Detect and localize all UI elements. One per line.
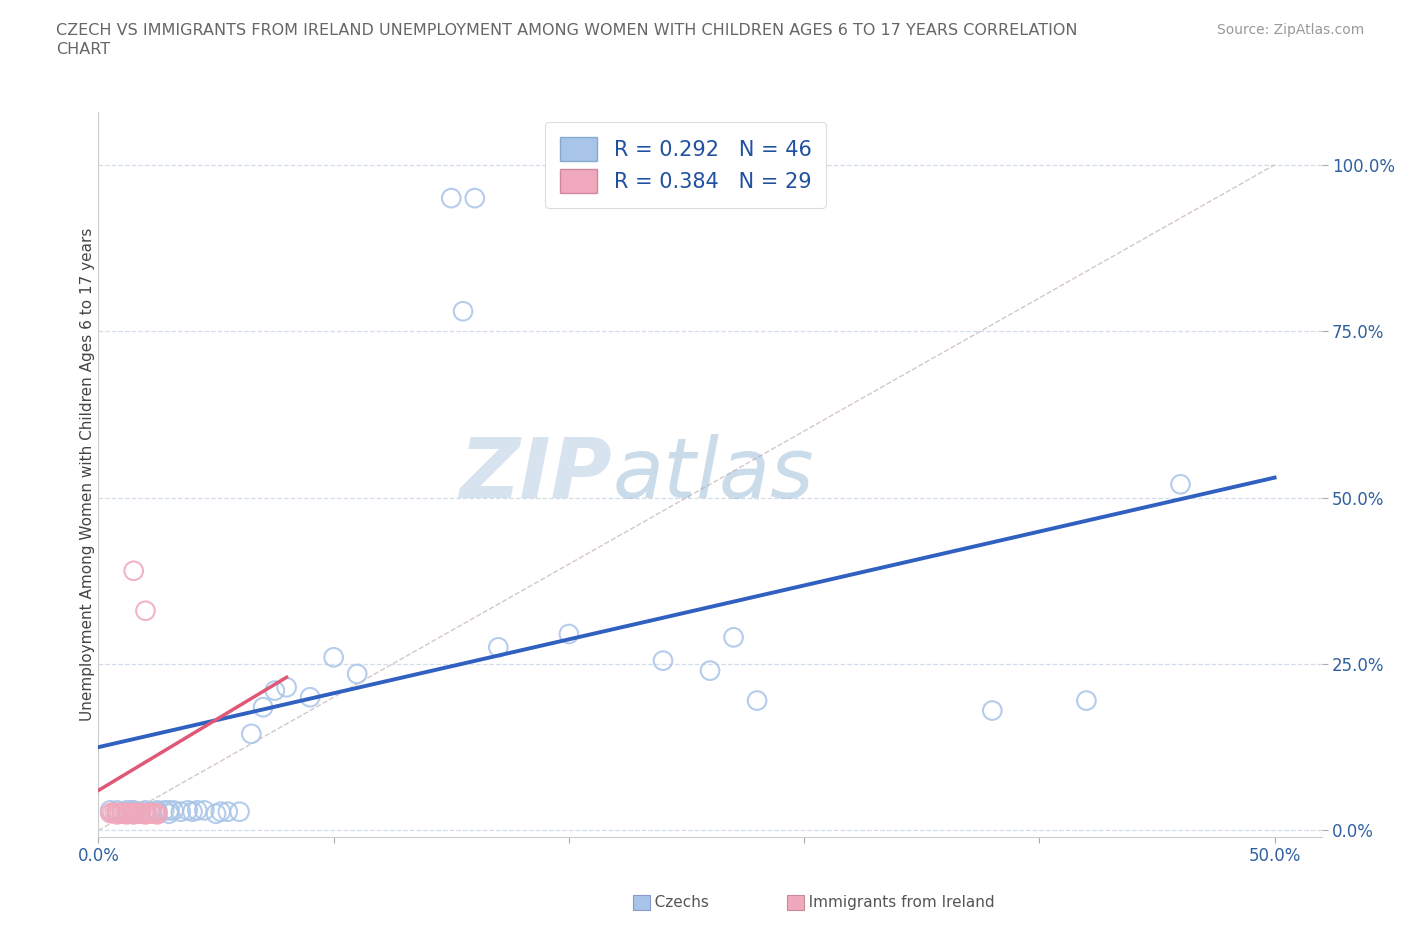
Point xyxy=(115,807,138,822)
Point xyxy=(101,805,124,820)
Point xyxy=(122,564,145,578)
Point xyxy=(186,803,208,817)
Point xyxy=(132,806,155,821)
Point xyxy=(111,805,134,820)
Point xyxy=(276,680,298,695)
Point xyxy=(141,806,163,821)
Point xyxy=(105,805,128,820)
Point xyxy=(139,804,162,819)
Point xyxy=(440,191,463,206)
Point xyxy=(129,805,152,820)
Point xyxy=(322,650,344,665)
Point xyxy=(122,807,145,822)
Point xyxy=(143,805,166,820)
Point xyxy=(120,806,142,821)
Point xyxy=(209,804,232,819)
Point xyxy=(1170,477,1192,492)
Point xyxy=(1076,693,1098,708)
Point xyxy=(127,806,149,821)
Point xyxy=(745,693,768,708)
Point xyxy=(146,807,169,822)
Point xyxy=(120,803,142,817)
Point xyxy=(170,804,193,819)
Point xyxy=(115,803,138,817)
Text: CHART: CHART xyxy=(56,42,110,57)
Point xyxy=(228,804,250,819)
Point xyxy=(134,604,156,618)
Text: atlas: atlas xyxy=(612,433,814,515)
Point xyxy=(146,806,169,821)
Text: CZECH VS IMMIGRANTS FROM IRELAND UNEMPLOYMENT AMONG WOMEN WITH CHILDREN AGES 6 T: CZECH VS IMMIGRANTS FROM IRELAND UNEMPLO… xyxy=(56,23,1078,38)
Point xyxy=(129,804,152,819)
Point xyxy=(134,807,156,822)
Point xyxy=(181,804,204,819)
Point xyxy=(252,699,274,714)
Point xyxy=(122,803,145,817)
Point xyxy=(108,805,131,820)
Point xyxy=(451,304,474,319)
Point xyxy=(299,690,322,705)
Point xyxy=(146,803,169,817)
Point xyxy=(163,803,186,817)
Y-axis label: Unemployment Among Women with Children Ages 6 to 17 years: Unemployment Among Women with Children A… xyxy=(80,228,94,721)
Point xyxy=(464,191,486,206)
Point xyxy=(136,806,159,821)
Text: Czechs: Czechs xyxy=(640,895,709,910)
Point xyxy=(205,806,228,821)
Point xyxy=(177,803,200,817)
Point xyxy=(125,805,148,820)
Point xyxy=(153,803,176,817)
Point xyxy=(981,703,1004,718)
Point xyxy=(263,684,285,698)
Point xyxy=(157,806,180,821)
Point xyxy=(134,803,156,817)
Point xyxy=(111,804,134,819)
Point xyxy=(122,806,145,821)
Point xyxy=(699,663,721,678)
Point xyxy=(105,803,128,817)
Point xyxy=(346,667,368,682)
Point xyxy=(486,640,509,655)
Point xyxy=(105,807,128,822)
Point xyxy=(98,803,121,817)
Text: Source: ZipAtlas.com: Source: ZipAtlas.com xyxy=(1216,23,1364,37)
Point xyxy=(240,726,263,741)
Point xyxy=(193,803,215,817)
Legend: R = 0.292   N = 46, R = 0.384   N = 29: R = 0.292 N = 46, R = 0.384 N = 29 xyxy=(546,122,827,207)
Point xyxy=(98,805,121,820)
Point xyxy=(146,804,169,819)
Point xyxy=(125,804,148,819)
Point xyxy=(134,805,156,820)
Point xyxy=(104,805,127,820)
Point xyxy=(652,653,675,668)
Point xyxy=(122,805,145,820)
Point xyxy=(723,630,745,644)
Point xyxy=(115,805,138,820)
Point xyxy=(157,803,180,817)
Point xyxy=(118,805,141,820)
Point xyxy=(217,804,239,819)
Point xyxy=(139,805,162,820)
Text: ZIP: ZIP xyxy=(460,433,612,515)
Point xyxy=(558,627,581,642)
Point xyxy=(112,806,135,821)
Text: Immigrants from Ireland: Immigrants from Ireland xyxy=(794,895,995,910)
Point xyxy=(134,806,156,821)
Point xyxy=(111,806,134,821)
